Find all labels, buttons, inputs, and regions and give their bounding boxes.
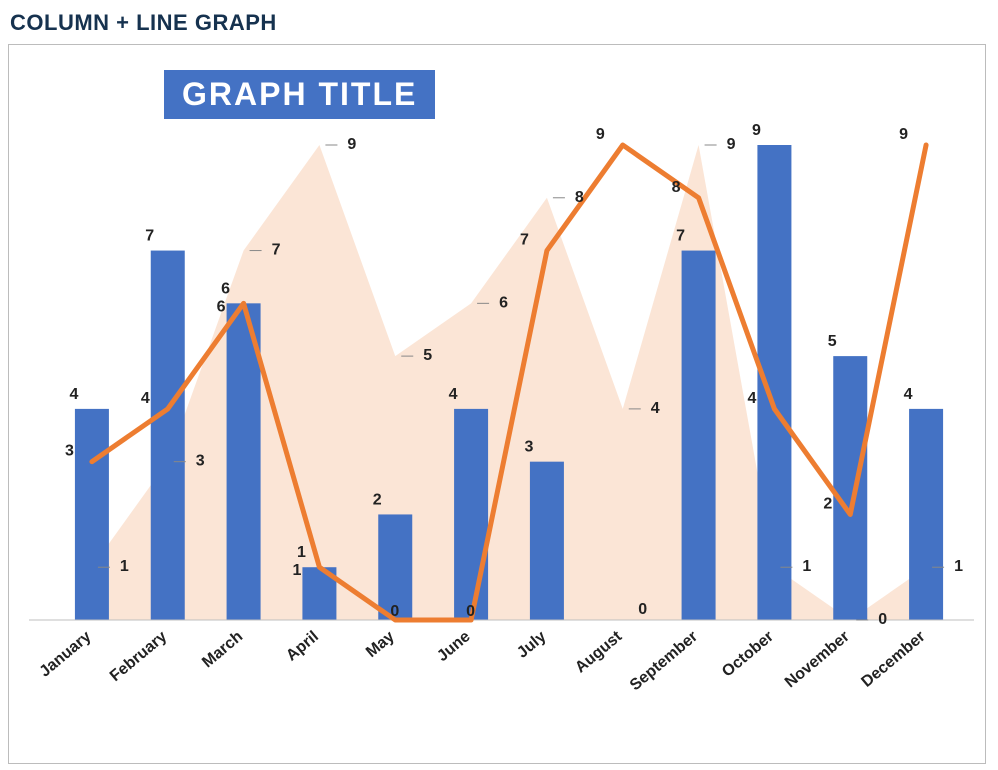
line-value-label: 7 [520,232,529,249]
line-value-label: 6 [217,298,226,315]
bar-value-label: 9 [752,122,761,139]
bar-value-label: 4 [904,386,913,403]
area-series [92,145,926,620]
category-label: December [858,628,928,691]
line-value-label: 3 [65,443,74,460]
bar-value-label: 0 [638,601,647,618]
bar [75,409,109,620]
area-value-label: 7 [272,242,281,259]
page-heading: COLUMN + LINE GRAPH [8,10,990,36]
bar [909,409,943,620]
area-value-label: 4 [651,400,660,417]
page: COLUMN + LINE GRAPH GRAPH TITLE 43174366… [0,0,998,770]
chart-title: GRAPH TITLE [164,70,435,119]
category-label: January [37,628,95,681]
line-value-label: 9 [596,126,605,143]
area-value-label: 5 [423,347,432,364]
bar-value-label: 3 [524,439,533,456]
line-value-label: 8 [672,179,681,196]
category-label: July [514,628,550,662]
bar-value-label: 2 [373,491,382,508]
line-value-label: 9 [899,126,908,143]
category-label: March [199,628,246,671]
line-value-label: 1 [293,562,302,579]
chart-frame: GRAPH TITLE 4317436671192054063780947899… [8,44,986,764]
category-label: August [572,628,626,677]
bar-value-label: 5 [828,333,837,350]
area-value-label: 9 [727,136,736,153]
line-value-label: 4 [748,390,757,407]
bar-value-label: 7 [676,228,685,245]
area-value-label: 3 [196,453,205,470]
category-label: April [283,628,322,664]
bar [151,251,185,620]
area-value-label: 1 [120,558,129,575]
area-value-label: 9 [347,136,356,153]
line-value-label: 0 [466,603,475,620]
category-label: June [434,628,474,665]
category-label: May [363,628,398,661]
bar-value-label: 6 [221,280,230,297]
area-value-label: 0 [878,611,887,628]
category-label: November [782,628,853,691]
area-value-label: 1 [954,558,963,575]
line-value-label: 2 [823,495,832,512]
area-value-label: 8 [575,189,584,206]
bar-value-label: 1 [297,544,306,561]
bar-value-label: 4 [449,386,458,403]
category-label: October [719,628,777,680]
category-label: February [107,628,170,685]
bar [833,356,867,620]
bar [454,409,488,620]
combo-chart: 431743667119205406378094789941520491Janu… [9,45,985,763]
line-value-label: 0 [390,603,399,620]
bar [530,462,564,620]
line-value-label: 4 [141,390,150,407]
bar-value-label: 7 [145,228,154,245]
bar-value-label: 4 [69,386,78,403]
area-value-label: 6 [499,294,508,311]
bar [682,251,716,620]
category-label: September [627,628,701,694]
area-value-label: 1 [802,558,811,575]
